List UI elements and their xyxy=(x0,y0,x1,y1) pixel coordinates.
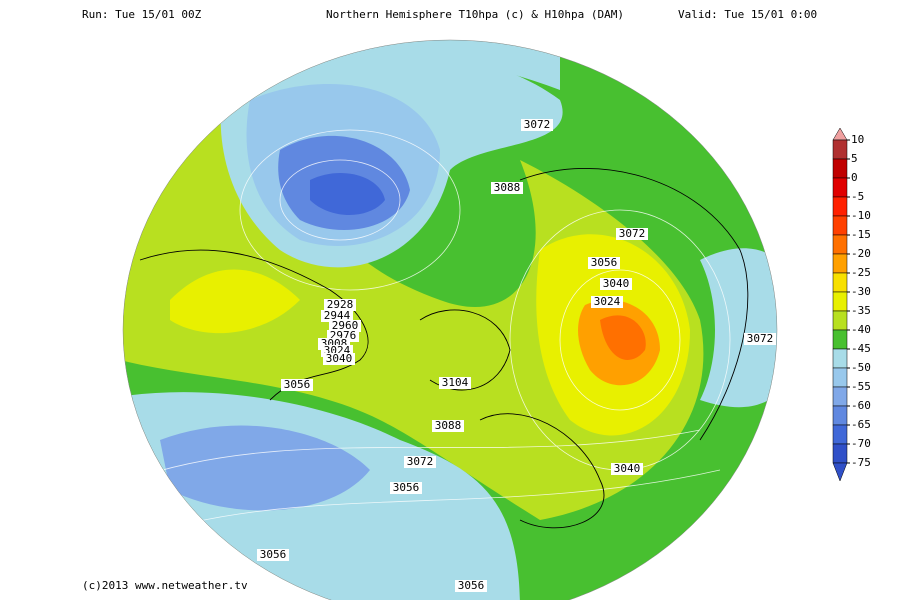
colorbar-label: -10 xyxy=(851,209,871,222)
colorbar-label: -40 xyxy=(851,323,871,336)
colorbar-bottom xyxy=(832,462,848,482)
contour-label-bg xyxy=(281,379,313,391)
colorbar-segment xyxy=(832,329,848,350)
contour-label: 3088 xyxy=(435,419,462,432)
contour-label-bg xyxy=(744,333,776,345)
contour-label: 3072 xyxy=(524,118,551,131)
colorbar-label: -75 xyxy=(851,456,871,469)
colorbar-label: -25 xyxy=(851,266,871,279)
colorbar-segment xyxy=(832,234,848,255)
colorbar-label: -15 xyxy=(851,228,871,241)
colorbar-segment xyxy=(832,386,848,407)
colorbar-label: -35 xyxy=(851,304,871,317)
colorbar-label: -60 xyxy=(851,399,871,412)
contour-label: 3072 xyxy=(407,455,434,468)
contour-label-bg xyxy=(600,278,632,290)
run-label: Run: Tue 15/01 00Z xyxy=(82,8,202,21)
contour-label-bg xyxy=(455,580,487,592)
contour-label-bg xyxy=(521,119,553,131)
contour-label: 3040 xyxy=(614,462,641,475)
colorbar-segment xyxy=(832,196,848,217)
colorbar-segment xyxy=(832,215,848,236)
map xyxy=(123,40,777,600)
colorbar: 10 5 0 -5 -10 -15 -20 -25 -30 -35 -40 -45 -50 -55 -60 -… xyxy=(832,127,871,482)
contour-label: 3056 xyxy=(458,579,485,592)
copyright: (c)2013 www.netweather.tv xyxy=(82,579,248,592)
colorbar-segment xyxy=(832,158,848,179)
colorbar-segment xyxy=(832,291,848,312)
colorbar-segment xyxy=(832,443,848,464)
contour-label-bg xyxy=(390,482,422,494)
contour-label: 3040 xyxy=(603,277,630,290)
colorbar-label: -45 xyxy=(851,342,871,355)
colorbar-segment xyxy=(832,310,848,331)
colorbar-top xyxy=(832,127,848,141)
contour-label-bg xyxy=(257,549,289,561)
colorbar-label: -70 xyxy=(851,437,871,450)
colorbar-label: 5 xyxy=(851,152,858,165)
colorbar-label: 0 xyxy=(851,171,858,184)
contour-label-bg xyxy=(432,420,464,432)
colorbar-segment xyxy=(832,177,848,198)
contour-label: 2960 xyxy=(332,319,359,332)
colorbar-label: -30 xyxy=(851,285,871,298)
contour-label-bg xyxy=(439,377,471,389)
contour-label-bg xyxy=(491,182,523,194)
colorbar-segment xyxy=(832,348,848,369)
contour-label-bg xyxy=(324,299,356,311)
colorbar-label: -20 xyxy=(851,247,871,260)
contour-label: 3104 xyxy=(442,376,469,389)
contour-label: 3024 xyxy=(594,295,621,308)
contour-label-bg xyxy=(588,257,620,269)
colorbar-segment xyxy=(832,253,848,274)
colorbar-label: -55 xyxy=(851,380,871,393)
colorbar-label: 10 xyxy=(851,133,864,146)
valid-label: Valid: Tue 15/01 0:00 xyxy=(678,8,817,21)
contour-label-bg xyxy=(616,228,648,240)
contour-label-bg xyxy=(591,296,623,308)
colorbar-label: -50 xyxy=(851,361,871,374)
contour-label-bg xyxy=(323,353,355,365)
contour-label-bg xyxy=(611,463,643,475)
colorbar-segment xyxy=(832,405,848,426)
contour-label-bg xyxy=(321,310,353,322)
map-title: Northern Hemisphere T10hpa (c) & H10hpa … xyxy=(326,8,624,21)
contour-label: 3056 xyxy=(284,378,311,391)
contour-label-bg xyxy=(404,456,436,468)
colorbar-segment xyxy=(832,424,848,445)
colorbar-segment xyxy=(832,272,848,293)
contour-label-bg xyxy=(329,320,361,332)
contour-label: 3088 xyxy=(494,181,521,194)
contour-label: 2928 xyxy=(327,298,354,311)
contour-label: 3072 xyxy=(619,227,646,240)
contour-labels: 3072 3088 3072 3056 3040 3024 3072 292829442960… xyxy=(257,118,776,592)
colorbar-segment xyxy=(832,139,848,160)
colorbar-segment xyxy=(832,367,848,388)
map-outline xyxy=(122,39,778,600)
contour-label: 3040 xyxy=(326,352,353,365)
contour-label: 2944 xyxy=(324,309,351,322)
colorbar-label: -5 xyxy=(851,190,864,203)
contour-label: 3056 xyxy=(591,256,618,269)
contour-label: 3056 xyxy=(393,481,420,494)
contour-label: 3072 xyxy=(747,332,774,345)
colorbar-label: -65 xyxy=(851,418,871,431)
contour-label: 3056 xyxy=(260,548,287,561)
